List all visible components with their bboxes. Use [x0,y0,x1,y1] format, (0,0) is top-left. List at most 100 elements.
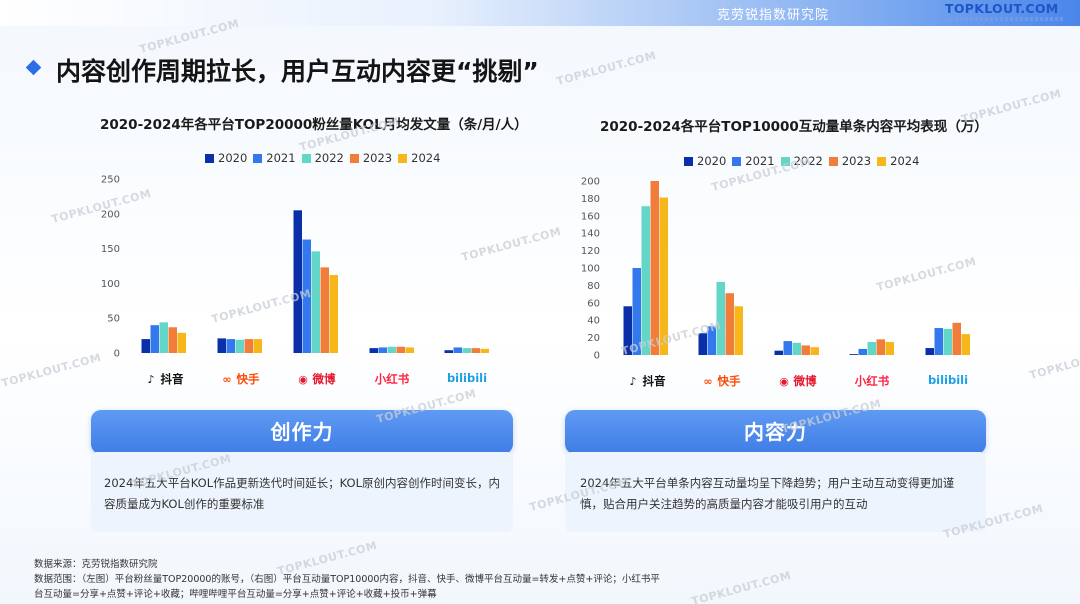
legend-label: 2024 [411,151,441,165]
org-name: 克劳锐指数研究院 [717,8,830,23]
card-title-right: 内容力 [565,410,986,454]
y-tick-label: 250 [101,175,120,186]
bar-快手-2023 [244,339,253,353]
legend-swatch [684,156,693,166]
bar-微博-2020 [293,210,302,353]
bar-微博-2023 [320,267,329,353]
brand-tagline-decor [945,17,1063,21]
legend-item-2020: 2020 [684,154,726,168]
bar-小红书-2020 [849,354,858,355]
bar-抖音-2024 [177,332,186,353]
bar-微博-2024 [329,275,338,353]
card-text-left: 2024年五大平台KOL作品更新迭代时间延长；KOL原创内容创作时间变长，内容质… [104,476,501,511]
bar-快手-2021 [707,326,716,355]
legend-item-2021: 2021 [253,151,296,165]
legend-label: 2022 [793,154,823,168]
bar-快手-2020 [698,333,707,355]
bar-抖音-2023 [650,181,659,355]
legend-label: 2024 [890,154,920,168]
platform-name: 小红书 [374,372,410,386]
bar-抖音-2021 [150,325,159,353]
y-tick-label: 180 [581,194,600,205]
kuaishou-icon: ∞ [222,372,232,386]
bar-小红书-2020 [369,348,378,353]
y-tick-label: 200 [101,209,120,220]
bar-微博-2021 [302,239,311,353]
bar-bilibili-2021 [934,328,943,355]
douyin-icon: ♪ [629,374,637,388]
bar-bilibili-2020 [925,348,934,355]
y-tick-label: 150 [101,244,120,255]
brand-logo: TOPKLOUT.COM [945,1,1071,25]
legend-item-2023: 2023 [828,154,872,168]
platform-name: 抖音 [642,374,666,388]
bar-抖音-2023 [168,327,177,353]
legend-label: 2023 [841,154,872,168]
y-tick-label: 200 [581,177,600,188]
platform-logo-bilibili: bilibili [447,371,487,385]
bar-小红书-2024 [885,341,894,355]
y-tick-label: 40 [587,316,600,327]
chart-title-left: 2020-2024年各平台TOP20000粉丝量KOL月均发文量（条/月/人） [100,117,528,133]
platform-logo-抖音: ♪ 抖音 [145,371,183,387]
bar-快手-2024 [734,306,743,355]
legend-item-2024: 2024 [877,154,919,168]
platform-logo-bilibili: bilibili [928,373,968,387]
footnote-scope-1: 数据范围：（左图）平台粉丝量TOP20000的账号，（右图）平台互动量TOP10… [34,574,660,585]
y-tick-label: 80 [587,281,600,292]
footnote-source: 数据来源：克劳锐指数研究院 [34,559,158,570]
bar-bilibili-2024 [961,334,970,355]
bar-快手-2020 [217,338,226,353]
header-band [0,0,1080,26]
platform-name: 微博 [793,374,817,388]
legend-swatch [780,156,790,166]
legend-right: 2020 2021 2022 2023 2024 [684,154,919,168]
y-tick-label: 0 [114,349,120,360]
y-tick-label: 50 [107,314,120,325]
legend-label: 2021 [266,151,296,165]
y-tick-label: 100 [581,264,600,275]
chart-title-right: 2020-2024各平台TOP10000互动量单条内容平均表现（万） [600,119,988,135]
platform-logo-抖音: ♪ 抖音 [627,373,666,389]
legend-left: 2020 2021 2022 2023 2024 [205,151,440,165]
platform-logo-快手: ∞ 快手 [221,371,259,387]
platform-logo-小红书: 小红书 [375,371,410,387]
bar-小红书-2023 [396,346,405,353]
bar-小红书-2023 [876,339,885,355]
platform-name: 微博 [312,372,336,386]
legend-item-2021: 2021 [732,154,775,168]
card-title-left: 创作力 [91,410,513,454]
bar-抖音-2021 [632,268,641,355]
legend-label: 2020 [218,151,248,165]
bar-抖音-2024 [659,197,668,355]
legend-label: 2022 [314,151,344,165]
bar-快手-2024 [253,339,262,353]
bar-bilibili-2022 [462,348,471,353]
legend-swatch [828,156,838,166]
legend-item-2022: 2022 [780,154,823,168]
legend-swatch [205,153,214,163]
bar-微博-2022 [792,342,801,355]
bar-小红书-2021 [378,347,387,353]
card-panel-right [565,452,986,532]
bar-bilibili-2021 [453,347,462,353]
card-panel-left [91,452,513,532]
legend-item-2023: 2023 [349,151,392,165]
weibo-icon: ◉ [779,374,789,388]
page-title: 内容创作周期拉长，用户互动内容更“挑剔” [56,57,539,86]
legend-item-2024: 2024 [398,151,440,165]
bar-bilibili-2023 [952,322,961,355]
bar-bilibili-2020 [444,350,453,353]
platform-name: bilibili [927,373,969,387]
platform-logo-微博: ◉ 微博 [297,371,336,387]
platform-name: 快手 [717,374,741,388]
legend-item-2020: 2020 [205,151,247,165]
legend-swatch [253,153,263,163]
bar-快手-2023 [725,293,734,355]
y-tick-label: 140 [581,229,600,240]
legend-swatch [301,153,311,163]
platform-logo-微博: ◉ 微博 [778,373,817,389]
legend-swatch [398,153,408,163]
bar-快手-2022 [716,281,725,355]
bar-bilibili-2022 [943,328,952,355]
